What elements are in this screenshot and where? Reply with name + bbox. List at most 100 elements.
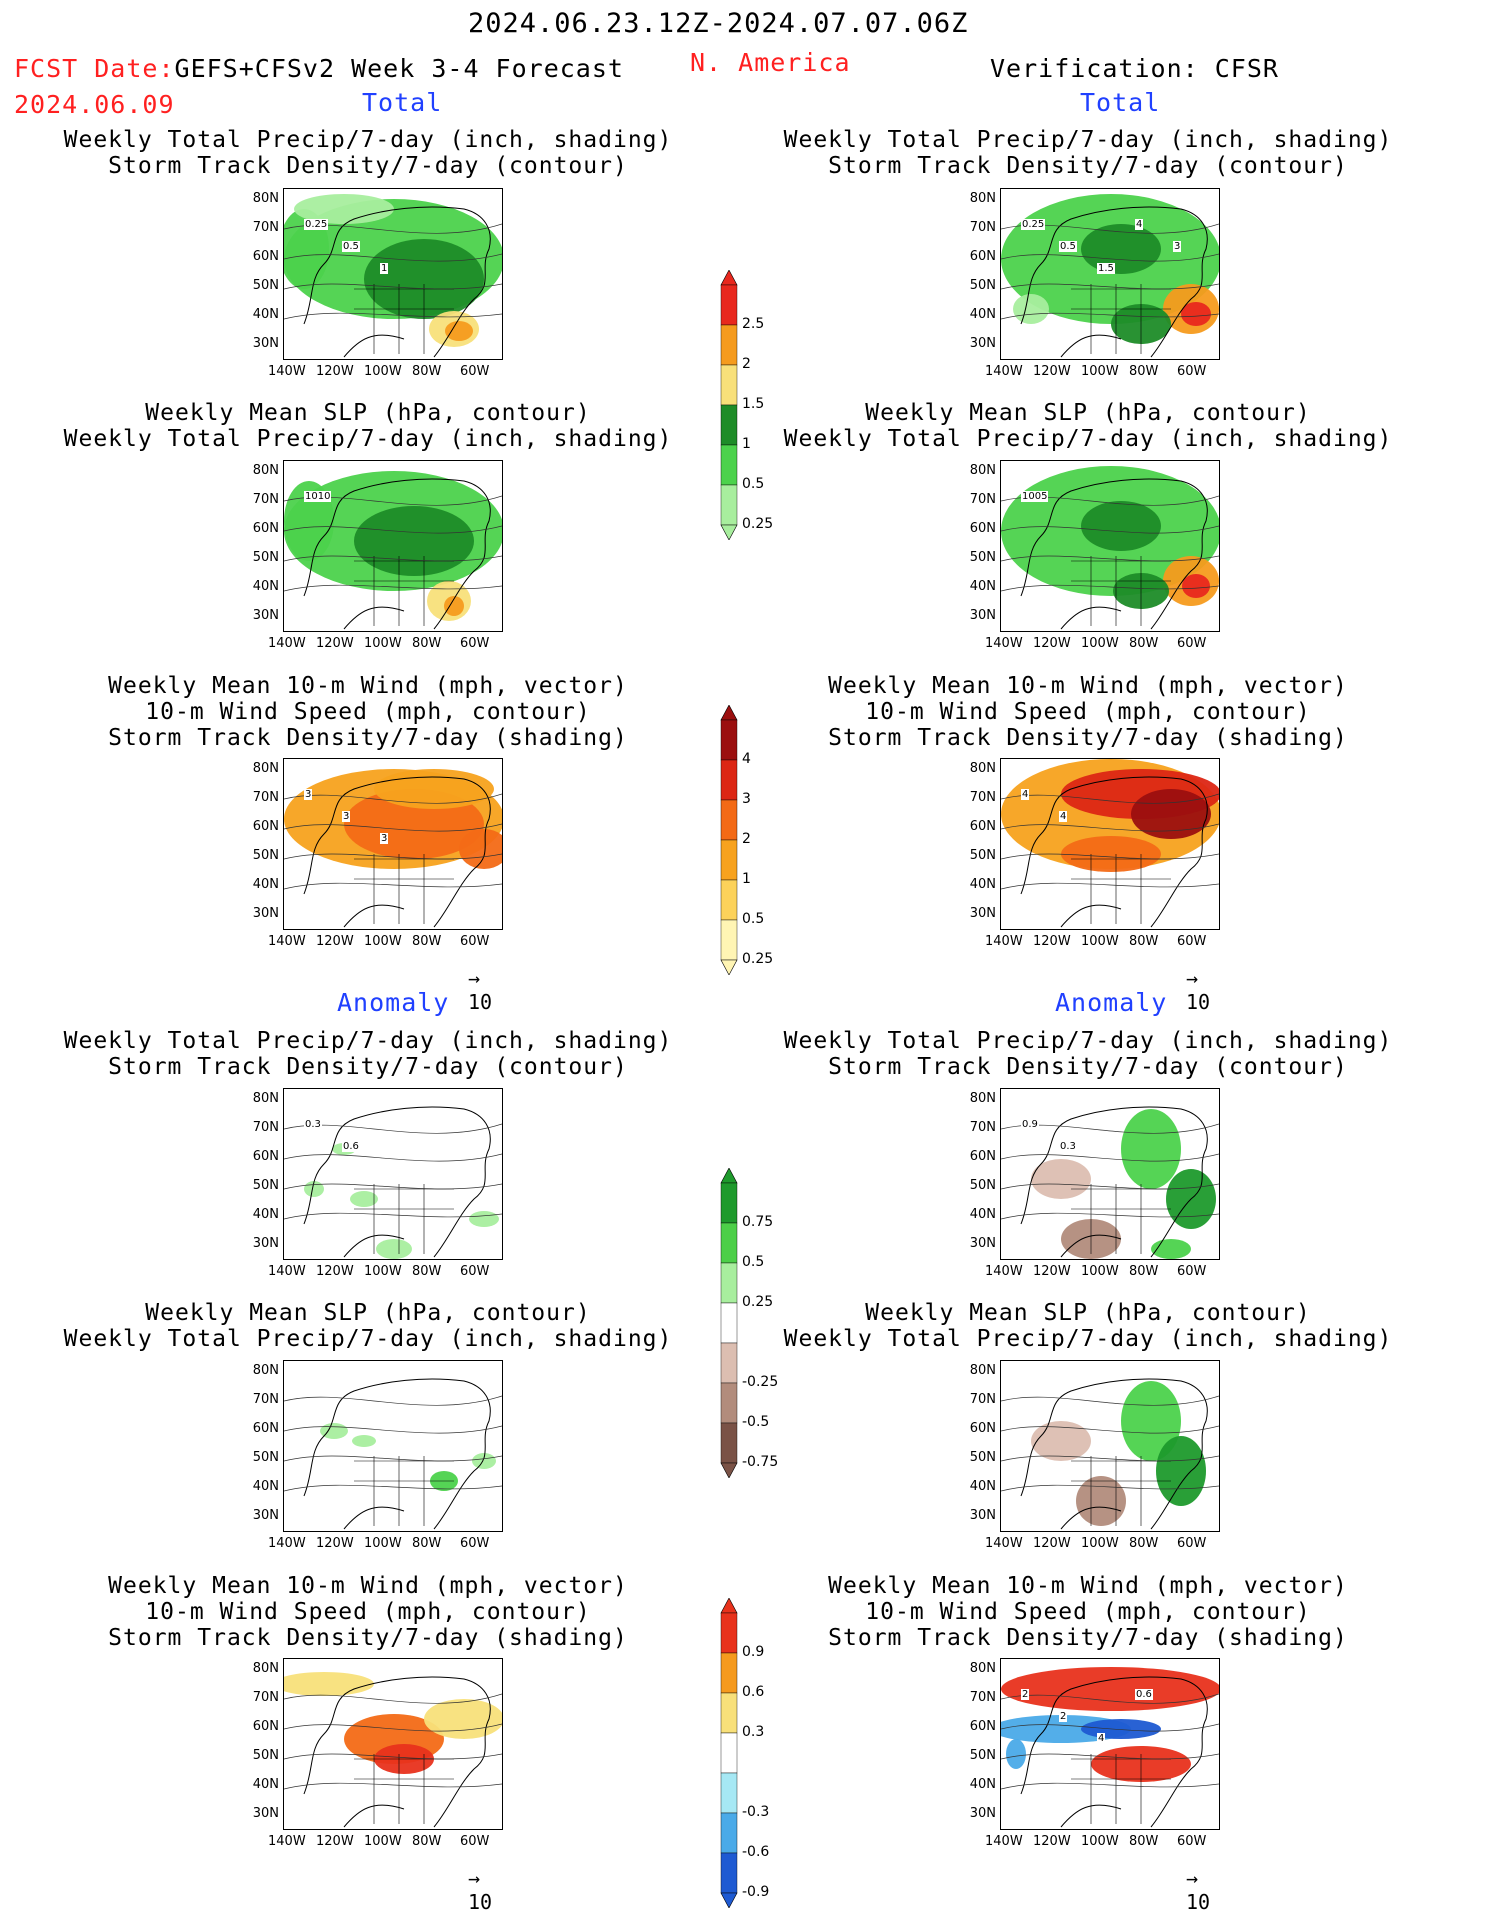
coastline (1020, 1378, 1208, 1530)
lon-label: 140W (985, 636, 1023, 651)
lat-label: 60N (252, 819, 279, 834)
shading-region (1121, 1381, 1181, 1461)
colorbar-label: 2 (742, 831, 751, 847)
contour-line (1001, 1425, 1219, 1434)
lat-label: 30N (252, 608, 279, 623)
map-verif-slp: 1005 (1000, 460, 1220, 632)
shading-region (1013, 294, 1049, 324)
lat-label: 80N (252, 463, 279, 478)
contour-line (284, 853, 502, 860)
contour-line (1001, 584, 1219, 592)
colorbar-swatch (720, 1612, 738, 1654)
title-line: Weekly Mean SLP (hPa, contour) (865, 400, 1311, 426)
colorbar-swatch (720, 1182, 738, 1224)
contour-line (284, 525, 502, 534)
shading-region (1131, 789, 1211, 839)
lon-label: 100W (364, 1264, 402, 1279)
lat-label: 70N (969, 1120, 996, 1135)
lat-label: 40N (969, 579, 996, 594)
lat-label: 60N (252, 249, 279, 264)
title-anom-fcst-slp: Weekly Mean SLP (hPa, contour) Weekly Tot… (8, 1300, 728, 1352)
lat-label: 50N (969, 848, 996, 863)
contour-line (284, 1753, 502, 1760)
lat-label: 60N (969, 819, 996, 834)
colorbar-label: -0.6 (742, 1844, 770, 1860)
lon-label: 140W (985, 364, 1023, 379)
lon-label: 80W (412, 934, 442, 949)
colorbar-swatch (720, 759, 738, 801)
fcst-date: 2024.06.09 (14, 90, 175, 119)
colorbar-label: -0.25 (742, 1374, 779, 1390)
lon-label: 60W (460, 364, 490, 379)
lon-label: 60W (1177, 1264, 1207, 1279)
lon-label: 120W (1033, 1264, 1071, 1279)
lon-label: 80W (412, 1834, 442, 1849)
title-line: Weekly Total Precip/7-day (inch, shading… (783, 426, 1393, 452)
colorbar-label: 4 (742, 751, 751, 767)
lat-label: 40N (252, 1777, 279, 1792)
title-line: Storm Track Density/7-day (contour) (108, 1054, 628, 1080)
lat-label: 30N (969, 906, 996, 921)
contour-label: 1 (380, 263, 389, 274)
verification-title: Verification: CFSR (990, 54, 1279, 83)
map-anom-fcst-slp (283, 1360, 503, 1532)
coastline (1020, 1676, 1208, 1828)
contour-line (1001, 283, 1219, 290)
colorbar-label: 0.25 (742, 951, 774, 967)
colorbar-swatch (720, 1852, 738, 1894)
lat-label: 30N (969, 336, 996, 351)
vector-ref-fcst-total: → 10 (468, 966, 492, 1014)
lon-label: 100W (364, 1834, 402, 1849)
lon-label: 100W (1081, 364, 1119, 379)
title-line: Storm Track Density/7-day (shading) (108, 1625, 628, 1651)
shading-region (1151, 1239, 1191, 1259)
lat-label: 80N (969, 191, 996, 206)
contour-line (284, 1484, 502, 1492)
colorbar-swatch (720, 444, 738, 486)
colorbar-swatch (720, 484, 738, 526)
lat-label: 50N (252, 550, 279, 565)
lon-label: 140W (985, 934, 1023, 949)
arrow-right-icon: → (468, 966, 481, 990)
coastline (303, 1106, 491, 1258)
colorbar-swatch (720, 1222, 738, 1264)
lat-label: 70N (969, 220, 996, 235)
lat-label: 70N (969, 1392, 996, 1407)
contour-line (1001, 1484, 1219, 1492)
lon-label: 60W (1177, 364, 1207, 379)
colorbar-precip-total: 2.5 2 1.5 1 0.5 0.25 (720, 269, 773, 544)
lat-label: 60N (969, 1149, 996, 1164)
map-plot (284, 1672, 502, 1828)
contour-line (1001, 555, 1219, 562)
contour-label: 4 (1021, 789, 1030, 800)
lon-label: 100W (1081, 934, 1119, 949)
lat-label: 30N (969, 608, 996, 623)
lat-label: 50N (969, 1748, 996, 1763)
map-verif-precip: 0.25 0.5 1.5 4 3 (1000, 188, 1220, 360)
lon-label: 120W (1033, 1834, 1071, 1849)
title-verif-slp: Weekly Mean SLP (hPa, contour) Weekly Tot… (728, 400, 1448, 452)
colorbar-label: 0.9 (742, 1644, 765, 1660)
map-anom-verif-wind: 2 2 4 0.6 (1000, 1658, 1220, 1830)
colorbar-swatch (720, 1262, 738, 1304)
contour-line (284, 1425, 502, 1434)
title-fcst-wind: Weekly Mean 10-m Wind (mph, vector) 10-m … (8, 673, 728, 751)
map-plot (284, 471, 502, 630)
lon-label: 120W (1033, 934, 1071, 949)
title-line: Weekly Total Precip/7-day (inch, shading… (783, 127, 1393, 153)
title-anom-verif-precip: Weekly Total Precip/7-day (inch, shading… (728, 1028, 1448, 1080)
lat-label: 30N (969, 1236, 996, 1251)
lon-label: 140W (268, 1264, 306, 1279)
colorbar-label: 2.5 (742, 316, 765, 332)
lon-label: 60W (460, 636, 490, 651)
colorbar-label: -0.3 (742, 1804, 770, 1820)
colorbar-swatch (720, 1652, 738, 1694)
lat-label: 40N (252, 579, 279, 594)
title-verif-precip: Weekly Total Precip/7-day (inch, shading… (728, 127, 1448, 179)
contour-line (1001, 1753, 1219, 1760)
shading-region (1081, 224, 1161, 274)
shading-region (352, 1435, 376, 1447)
contour-label: 1010 (304, 491, 332, 502)
lon-label: 60W (1177, 636, 1207, 651)
lon-label: 60W (460, 1264, 490, 1279)
